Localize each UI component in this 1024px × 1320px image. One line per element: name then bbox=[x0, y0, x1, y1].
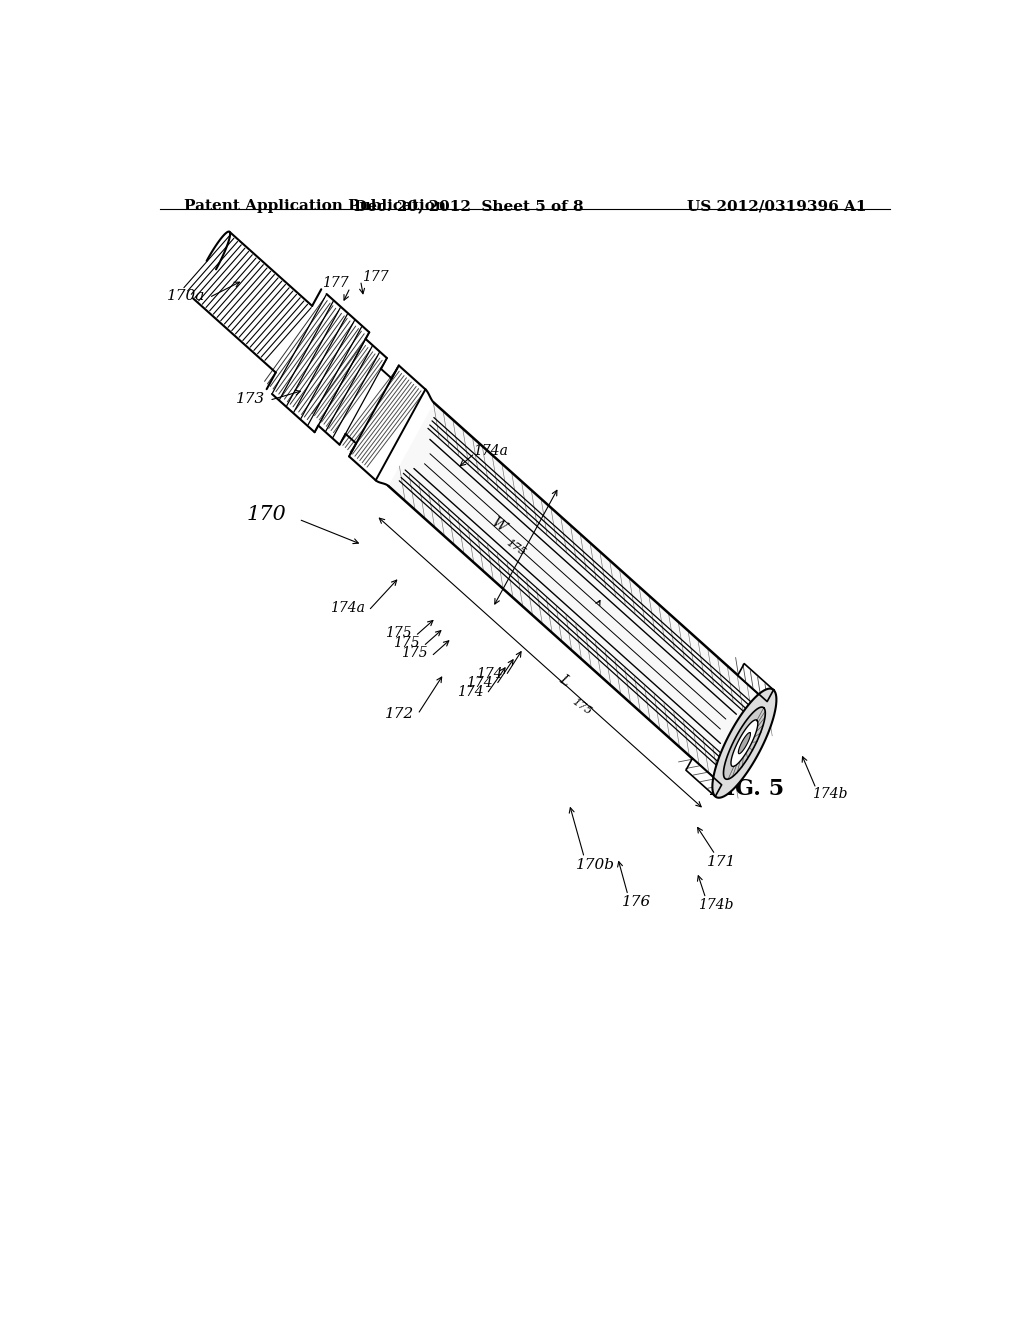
Polygon shape bbox=[686, 759, 722, 796]
Polygon shape bbox=[738, 664, 773, 701]
Polygon shape bbox=[713, 689, 776, 797]
Text: 174b: 174b bbox=[812, 787, 848, 801]
Text: 173: 173 bbox=[237, 392, 265, 407]
Text: 175: 175 bbox=[385, 626, 412, 640]
Polygon shape bbox=[318, 339, 387, 445]
Text: 170a: 170a bbox=[167, 289, 206, 302]
Text: FIG. 5: FIG. 5 bbox=[710, 777, 784, 800]
Polygon shape bbox=[272, 294, 370, 432]
Text: W: W bbox=[488, 515, 508, 535]
Text: 174a: 174a bbox=[473, 444, 508, 458]
Polygon shape bbox=[388, 403, 767, 785]
Text: 174: 174 bbox=[466, 676, 494, 690]
Text: L: L bbox=[556, 672, 571, 689]
Text: Patent Application Publication: Patent Application Publication bbox=[183, 199, 445, 213]
Polygon shape bbox=[194, 232, 312, 372]
Text: 174a: 174a bbox=[330, 601, 365, 615]
Polygon shape bbox=[349, 366, 425, 480]
Polygon shape bbox=[731, 719, 758, 767]
Text: 175: 175 bbox=[504, 537, 527, 557]
Text: 177: 177 bbox=[362, 271, 389, 284]
Text: 175: 175 bbox=[401, 647, 428, 660]
Text: 170b: 170b bbox=[577, 858, 615, 871]
Text: 174b: 174b bbox=[697, 899, 733, 912]
Text: 177: 177 bbox=[322, 276, 348, 290]
Text: Dec. 20, 2012  Sheet 5 of 8: Dec. 20, 2012 Sheet 5 of 8 bbox=[354, 199, 584, 213]
Polygon shape bbox=[724, 708, 765, 779]
Text: 170: 170 bbox=[247, 504, 287, 524]
Polygon shape bbox=[345, 368, 391, 444]
Text: US 2012/0319396 A1: US 2012/0319396 A1 bbox=[686, 199, 866, 213]
Text: 172: 172 bbox=[384, 708, 414, 721]
Text: 176: 176 bbox=[622, 895, 651, 909]
Text: 175: 175 bbox=[393, 636, 420, 651]
Text: 175: 175 bbox=[570, 696, 593, 717]
Text: 171: 171 bbox=[708, 855, 736, 869]
Text: 174: 174 bbox=[476, 667, 503, 681]
Polygon shape bbox=[738, 733, 751, 754]
Text: 174: 174 bbox=[457, 685, 483, 700]
